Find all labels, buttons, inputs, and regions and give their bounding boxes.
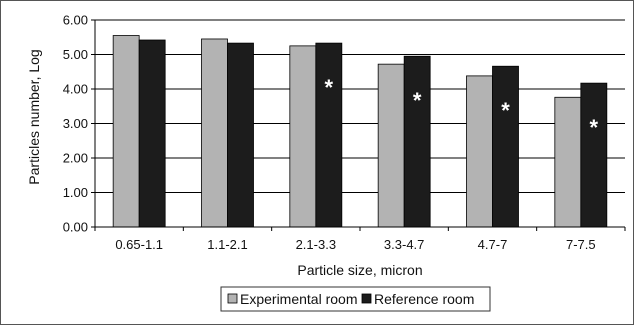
x-axis-title: Particle size, micron bbox=[297, 262, 422, 278]
legend-label-reference: Reference room bbox=[374, 291, 474, 307]
x-tick-label: 4.7-7 bbox=[478, 237, 508, 252]
x-tick-labels: 0.65-1.1 1.1-2.1 2.1-3.3 3.3-4.7 4.7-7 7-7.5 bbox=[115, 237, 595, 252]
y-tick-label: 0.00 bbox=[63, 220, 88, 235]
legend-label-experimental: Experimental room bbox=[240, 291, 358, 307]
axes bbox=[91, 19, 626, 231]
bar-experimental bbox=[554, 96, 582, 228]
y-tick-label: 4.00 bbox=[63, 82, 88, 97]
legend-swatch-experimental bbox=[227, 293, 238, 304]
bar-reference bbox=[227, 42, 254, 228]
annotations: * * * * bbox=[325, 75, 599, 140]
x-tick-label: 2.1-3.3 bbox=[296, 237, 336, 252]
x-tick-label: 3.3-4.7 bbox=[384, 237, 424, 252]
significance-asterisk: * bbox=[590, 115, 599, 140]
x-tick-label: 7-7.5 bbox=[566, 237, 596, 252]
y-tick-label: 6.00 bbox=[63, 13, 88, 28]
legend: Experimental room Reference room bbox=[220, 286, 491, 312]
grid-lines bbox=[95, 19, 625, 193]
y-tick-label: 3.00 bbox=[63, 116, 88, 131]
x-tick-label: 1.1-2.1 bbox=[207, 237, 247, 252]
legend-box bbox=[220, 286, 491, 312]
significance-asterisk: * bbox=[325, 75, 334, 100]
y-tick-label: 2.00 bbox=[63, 151, 88, 166]
significance-asterisk: * bbox=[501, 98, 510, 123]
bar-reference bbox=[580, 82, 608, 228]
legend-swatch-reference bbox=[361, 293, 372, 304]
bar-experimental bbox=[466, 75, 493, 228]
bar-reference bbox=[403, 55, 431, 228]
bar-experimental bbox=[377, 63, 405, 228]
y-tick-label: 5.00 bbox=[63, 47, 88, 62]
y-tick-labels: 0.00 1.00 2.00 3.00 4.00 5.00 6.00 bbox=[63, 13, 88, 235]
bar-reference bbox=[138, 39, 166, 228]
bars bbox=[112, 35, 608, 228]
x-tick-label: 0.65-1.1 bbox=[115, 237, 163, 252]
y-axis-title: Particles number, Log bbox=[26, 49, 42, 184]
bar-experimental bbox=[112, 35, 140, 228]
y-tick-label: 1.00 bbox=[63, 185, 88, 200]
bar-experimental bbox=[201, 38, 228, 228]
bar-reference bbox=[492, 65, 519, 228]
significance-asterisk: * bbox=[413, 88, 422, 113]
bar-experimental bbox=[289, 45, 317, 228]
bar-reference bbox=[315, 42, 343, 228]
